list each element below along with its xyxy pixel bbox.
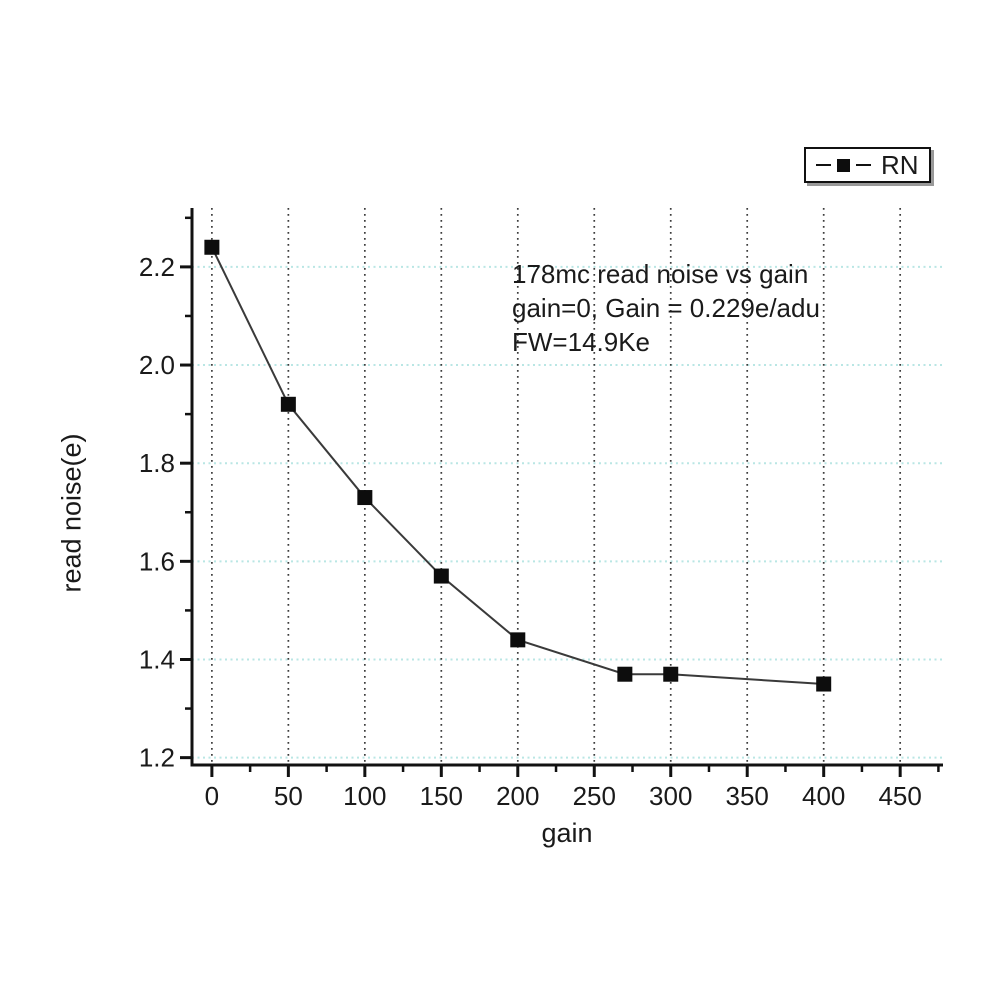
annotation-line-3: FW=14.9Ke bbox=[512, 327, 651, 357]
x-tick-label: 200 bbox=[496, 781, 539, 811]
data-point-marker bbox=[433, 568, 449, 584]
legend-series-label: RN bbox=[881, 149, 919, 180]
y-axis-title: read noise(e) bbox=[56, 433, 87, 593]
data-point-marker bbox=[357, 490, 373, 506]
data-point-marker bbox=[204, 239, 220, 255]
y-tick-label: 2.0 bbox=[139, 350, 175, 380]
y-tick-label: 2.2 bbox=[139, 252, 175, 282]
legend-line-right bbox=[856, 164, 871, 166]
x-tick-label: 350 bbox=[726, 781, 769, 811]
x-axis-title: gain bbox=[541, 818, 593, 848]
x-tick-label: 100 bbox=[343, 781, 386, 811]
data-point-marker bbox=[663, 666, 679, 682]
x-tick-label: 250 bbox=[573, 781, 616, 811]
annotation-line-2: gain=0, Gain = 0.229e/adu bbox=[512, 293, 820, 323]
x-tick-label: 150 bbox=[420, 781, 463, 811]
y-tick-label: 1.4 bbox=[139, 644, 175, 674]
y-tick-label: 1.2 bbox=[139, 743, 175, 773]
annotation-text-block: 178mc read noise vs gain gain=0, Gain = … bbox=[512, 257, 820, 359]
x-tick-label: 0 bbox=[205, 781, 219, 811]
x-tick-label: 400 bbox=[802, 781, 845, 811]
legend-box: RN bbox=[804, 147, 931, 183]
y-tick-label: 1.6 bbox=[139, 546, 175, 576]
annotation-line-1: 178mc read noise vs gain bbox=[512, 259, 809, 289]
data-point-marker bbox=[617, 666, 633, 682]
x-tick-label: 450 bbox=[878, 781, 921, 811]
legend-square-marker-icon bbox=[837, 158, 850, 172]
x-tick-label: 50 bbox=[274, 781, 303, 811]
series-line bbox=[210, 246, 824, 686]
x-tick-label: 300 bbox=[649, 781, 692, 811]
data-point-marker bbox=[816, 676, 832, 692]
legend-line-left bbox=[816, 164, 831, 166]
data-point-marker bbox=[510, 632, 526, 648]
y-tick-label: 1.8 bbox=[139, 448, 175, 478]
data-point-marker bbox=[280, 396, 296, 412]
